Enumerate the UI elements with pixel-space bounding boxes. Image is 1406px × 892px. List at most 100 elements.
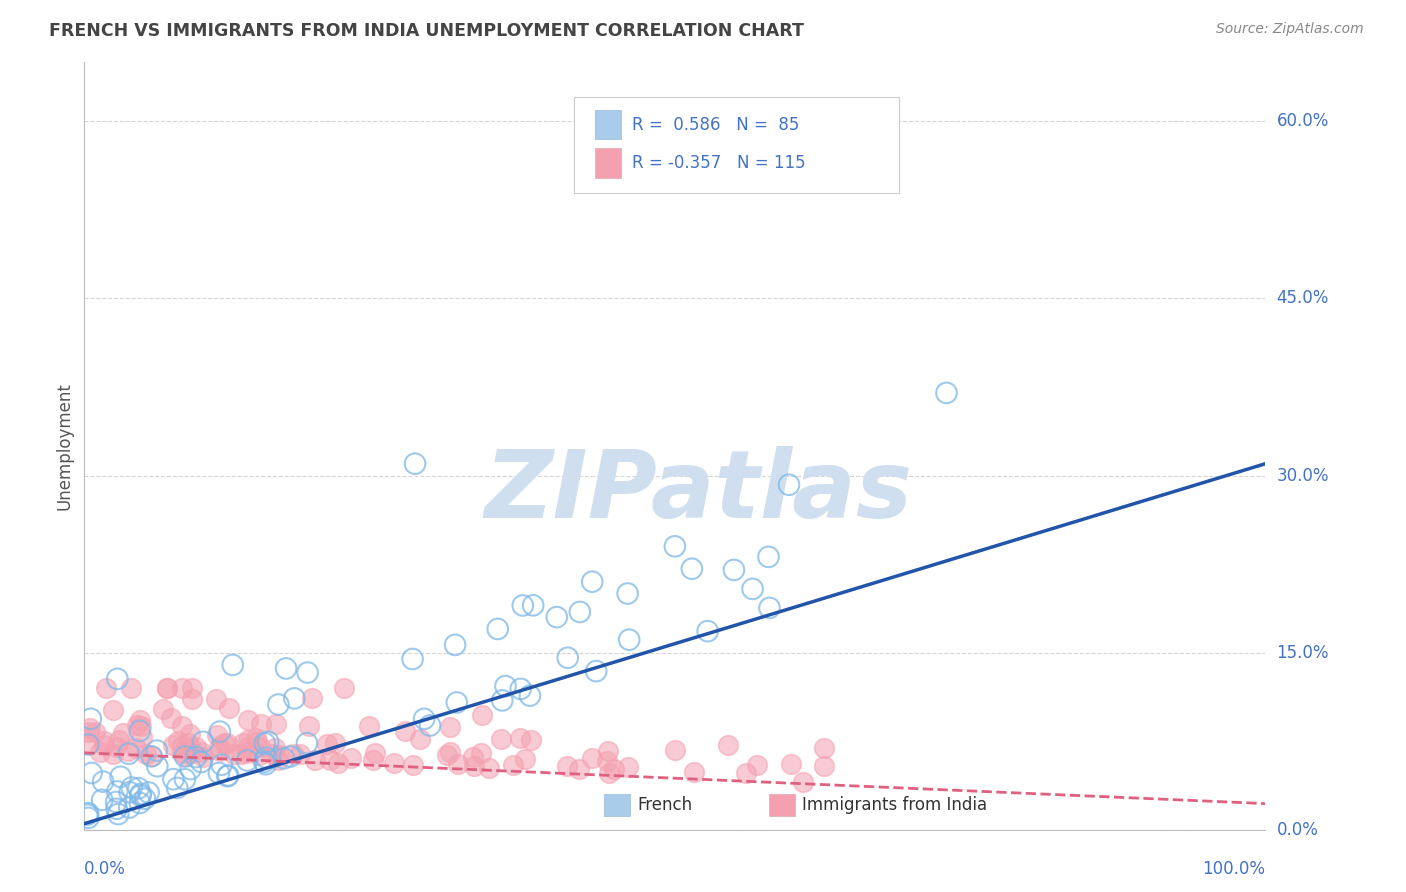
Point <box>131 731 153 745</box>
Point <box>121 780 143 795</box>
Point <box>89 745 111 759</box>
Text: FRENCH VS IMMIGRANTS FROM INDIA UNEMPLOYMENT CORRELATION CHART: FRENCH VS IMMIGRANTS FROM INDIA UNEMPLOY… <box>49 22 804 40</box>
Point <box>267 698 290 712</box>
Point <box>191 735 214 749</box>
Point <box>264 741 287 756</box>
Point <box>83 724 105 739</box>
Point <box>190 755 212 769</box>
Point <box>278 749 301 764</box>
Point <box>260 747 283 761</box>
Point <box>80 766 103 780</box>
Point <box>101 703 124 717</box>
Point <box>112 726 135 740</box>
Point <box>236 732 259 747</box>
Point <box>184 750 207 764</box>
Point <box>603 762 626 776</box>
Point <box>439 745 461 759</box>
Point <box>170 739 193 754</box>
Point <box>208 724 231 739</box>
Point <box>162 772 184 787</box>
Point <box>382 756 405 770</box>
Point <box>208 739 231 754</box>
Point <box>217 769 239 783</box>
Point <box>166 780 188 795</box>
Point <box>273 751 295 765</box>
Point <box>180 692 202 706</box>
Point <box>247 747 270 762</box>
Point <box>77 811 100 825</box>
Point <box>935 385 957 400</box>
Point <box>129 789 152 803</box>
Point <box>127 718 149 732</box>
Point <box>519 689 541 703</box>
Point <box>105 784 128 798</box>
Point <box>758 601 780 615</box>
Point <box>585 664 607 678</box>
Point <box>160 711 183 725</box>
Point <box>745 757 768 772</box>
Point <box>174 772 197 787</box>
Point <box>249 740 271 755</box>
Point <box>495 679 517 693</box>
Point <box>118 800 141 814</box>
Point <box>323 736 346 750</box>
Point <box>394 724 416 739</box>
Point <box>281 747 304 761</box>
Text: R = -0.357   N = 115: R = -0.357 N = 115 <box>633 154 806 172</box>
Point <box>257 735 280 749</box>
Point <box>217 737 239 751</box>
Point <box>491 693 513 707</box>
Point <box>502 758 524 772</box>
Text: Source: ZipAtlas.com: Source: ZipAtlas.com <box>1216 22 1364 37</box>
Point <box>134 747 156 762</box>
Point <box>124 741 146 756</box>
Point <box>120 681 142 695</box>
Point <box>478 761 501 775</box>
Point <box>267 748 290 763</box>
Point <box>118 785 141 799</box>
Point <box>298 719 321 733</box>
Point <box>340 750 363 764</box>
Point <box>253 736 276 750</box>
Point <box>238 739 260 754</box>
FancyBboxPatch shape <box>595 148 620 178</box>
Point <box>734 766 756 780</box>
Point <box>363 746 385 760</box>
Text: 0.0%: 0.0% <box>84 860 127 878</box>
Point <box>134 791 156 805</box>
Text: 100.0%: 100.0% <box>1202 860 1265 878</box>
Text: Immigrants from India: Immigrants from India <box>803 796 987 814</box>
Point <box>419 718 441 732</box>
Point <box>110 770 132 784</box>
Point <box>180 746 202 760</box>
Point <box>254 750 277 764</box>
Point <box>77 806 100 821</box>
Point <box>444 638 467 652</box>
Point <box>568 605 591 619</box>
Point <box>557 650 579 665</box>
Point <box>236 747 259 761</box>
Point <box>129 787 152 801</box>
Point <box>361 752 384 766</box>
Point <box>229 747 252 761</box>
Point <box>218 700 240 714</box>
Point <box>107 807 129 822</box>
Text: 60.0%: 60.0% <box>1277 112 1329 130</box>
Y-axis label: Unemployment: Unemployment <box>55 382 73 510</box>
Point <box>522 599 544 613</box>
Point <box>598 744 620 758</box>
Point <box>617 760 640 774</box>
Text: 45.0%: 45.0% <box>1277 290 1329 308</box>
Point <box>222 747 245 761</box>
Point <box>79 721 101 735</box>
Point <box>108 732 131 747</box>
Point <box>616 586 638 600</box>
Point <box>297 665 319 680</box>
Text: ZIPatlas: ZIPatlas <box>485 446 912 538</box>
Point <box>217 768 239 782</box>
Point <box>236 713 259 727</box>
Point <box>214 736 236 750</box>
Point <box>628 173 651 187</box>
Point <box>357 719 380 733</box>
Point <box>598 766 620 780</box>
